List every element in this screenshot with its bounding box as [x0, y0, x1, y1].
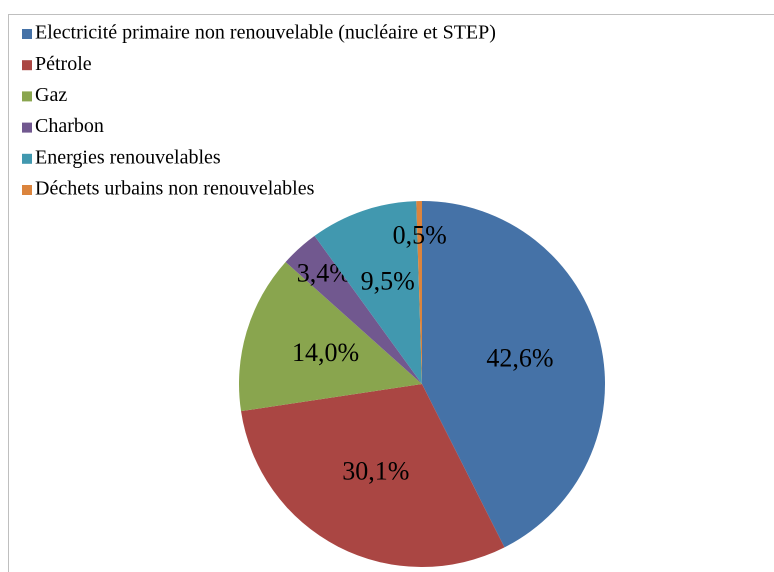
pie-slice	[422, 201, 605, 548]
legend-label: Gaz	[35, 84, 67, 106]
data-label: 42,6%	[486, 344, 553, 373]
chart-border	[8, 14, 774, 572]
pie-slice	[241, 384, 505, 567]
data-label: 14,0%	[292, 338, 359, 367]
pie-slice	[416, 201, 422, 384]
legend-swatch	[22, 122, 32, 133]
pie-slice	[239, 262, 422, 412]
data-label: 9,5%	[361, 267, 415, 296]
data-label: 30,1%	[342, 456, 409, 485]
legend-swatch	[22, 153, 32, 164]
legend-label: Electricité primaire non renouvelable (n…	[35, 22, 496, 44]
pie-slice	[285, 235, 422, 384]
pie-slice	[314, 201, 422, 384]
legend-swatch	[22, 29, 32, 39]
legend-swatch	[22, 91, 32, 102]
data-label: 0,5%	[393, 221, 447, 250]
legend-swatch	[22, 185, 32, 195]
legend-label: Energies renouvelables	[35, 146, 221, 168]
legend-label: Déchets urbains non renouvelables	[35, 178, 315, 200]
legend-label: Charbon	[35, 115, 104, 137]
legend-swatch	[22, 60, 32, 71]
legend-label: Pétrole	[35, 53, 92, 75]
